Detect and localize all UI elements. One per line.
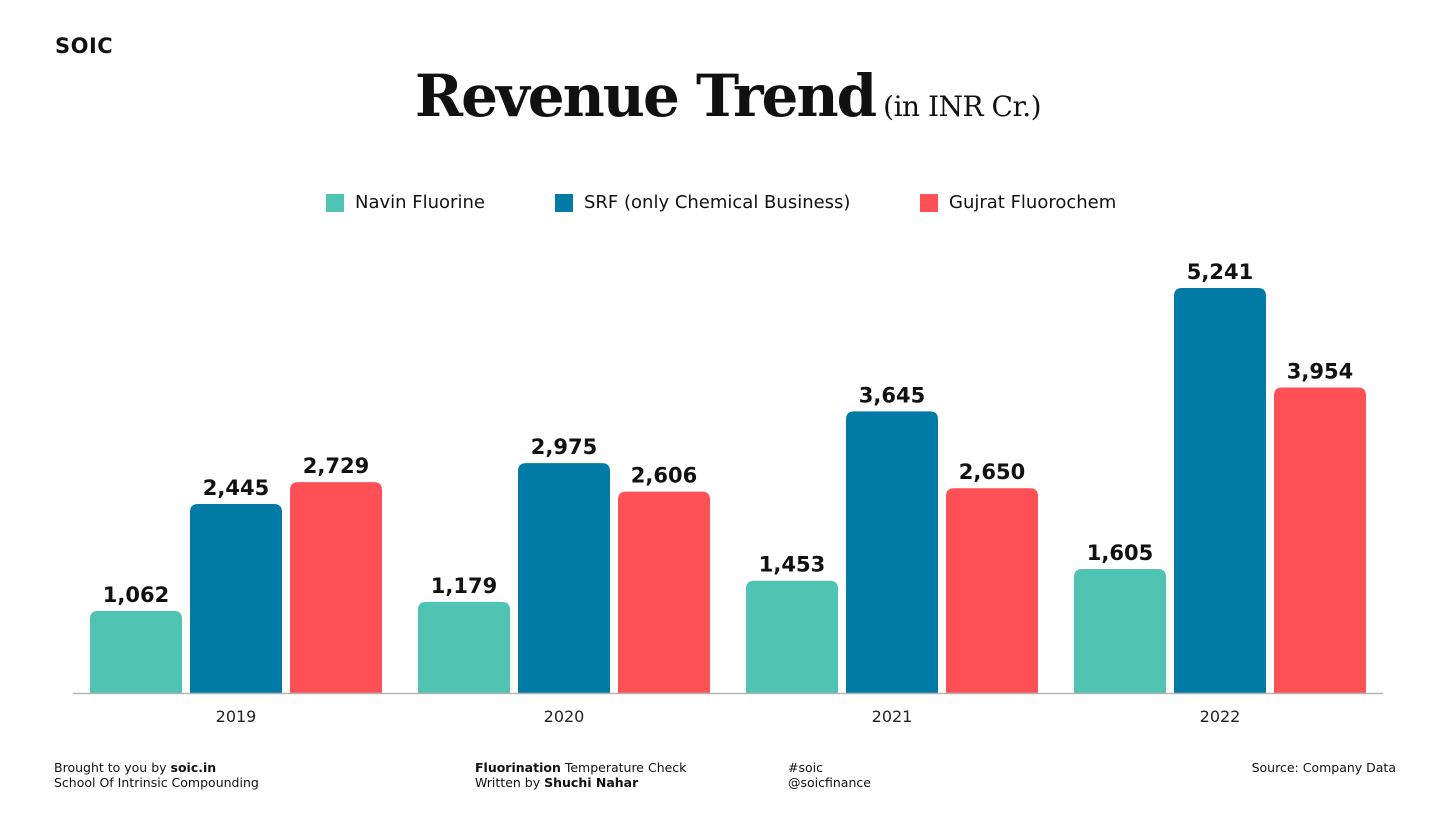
x-tick-label-2021: 2021 xyxy=(872,707,913,726)
legend-item-srf: SRF (only Chemical Business) xyxy=(555,192,850,213)
legend-label-gujrat: Gujrat Fluorochem xyxy=(949,192,1117,213)
brand-logo: SOIC xyxy=(55,34,114,58)
footer-article-topic: Fluorination xyxy=(475,760,561,775)
data-label-srf-2021: 3,645 xyxy=(859,383,925,407)
x-tick-label-2022: 2022 xyxy=(1200,707,1241,726)
data-label-srf-2022: 5,241 xyxy=(1187,260,1253,284)
bar-srf-2019 xyxy=(190,504,282,693)
x-tick-label-2019: 2019 xyxy=(216,707,257,726)
x-tick-label-2020: 2020 xyxy=(544,707,585,726)
footer-article-rest: Temperature Check xyxy=(560,760,687,775)
data-label-gujrat-2022: 3,954 xyxy=(1287,359,1353,383)
footer-tags: #soic @soicfinance xyxy=(788,760,871,790)
data-label-navin-2022: 1,605 xyxy=(1087,541,1153,565)
footer-hashtag: #soic xyxy=(788,760,823,775)
legend-label-srf: SRF (only Chemical Business) xyxy=(584,192,851,213)
chart-subtitle: (in INR Cr.) xyxy=(883,90,1042,123)
data-label-srf-2019: 2,445 xyxy=(203,476,269,500)
data-label-gujrat-2020: 2,606 xyxy=(631,464,697,488)
footer-written-by: Written by xyxy=(475,775,545,790)
bar-gujrat-2021 xyxy=(946,488,1038,693)
bar-srf-2020 xyxy=(518,463,610,693)
footer-source: Source: Company Data xyxy=(1251,760,1396,775)
legend-label-navin: Navin Fluorine xyxy=(355,192,485,213)
bar-navin-2020 xyxy=(418,601,510,693)
data-label-navin-2020: 1,179 xyxy=(431,574,497,598)
data-label-gujrat-2019: 2,729 xyxy=(303,454,369,478)
data-label-navin-2019: 1,062 xyxy=(103,583,169,607)
bar-navin-2022 xyxy=(1074,568,1166,693)
footer-article: Fluorination Temperature Check Written b… xyxy=(475,760,686,790)
chart-title-block: Revenue Trend (in INR Cr.) xyxy=(0,62,1456,130)
data-label-srf-2020: 2,975 xyxy=(531,435,597,459)
footer-school: School Of Intrinsic Compounding xyxy=(54,775,259,790)
data-label-gujrat-2021: 2,650 xyxy=(959,460,1025,484)
legend-swatch-srf xyxy=(555,193,573,212)
footer-site-link[interactable]: soic.in xyxy=(170,760,217,775)
legend-item-navin: Navin Fluorine xyxy=(326,192,485,213)
bar-gujrat-2019 xyxy=(290,482,382,693)
bar-srf-2021 xyxy=(846,411,938,693)
bar-navin-2021 xyxy=(746,580,838,693)
data-label-navin-2021: 1,453 xyxy=(759,553,825,577)
footer-handle: @soicfinance xyxy=(788,775,871,790)
chart-title: Revenue Trend xyxy=(414,62,877,130)
footer-brought-by: Brought to you by xyxy=(54,760,171,775)
footer-credit: Brought to you by soic.in School Of Intr… xyxy=(54,760,259,790)
legend-swatch-navin xyxy=(326,193,344,212)
bar-srf-2022 xyxy=(1174,288,1266,693)
bar-gujrat-2022 xyxy=(1274,387,1366,693)
bar-gujrat-2020 xyxy=(618,491,710,693)
legend-item-gujrat: Gujrat Fluorochem xyxy=(920,192,1116,213)
legend-swatch-gujrat xyxy=(920,193,938,212)
footer-author: Shuchi Nahar xyxy=(544,775,639,790)
bar-navin-2019 xyxy=(90,610,182,693)
